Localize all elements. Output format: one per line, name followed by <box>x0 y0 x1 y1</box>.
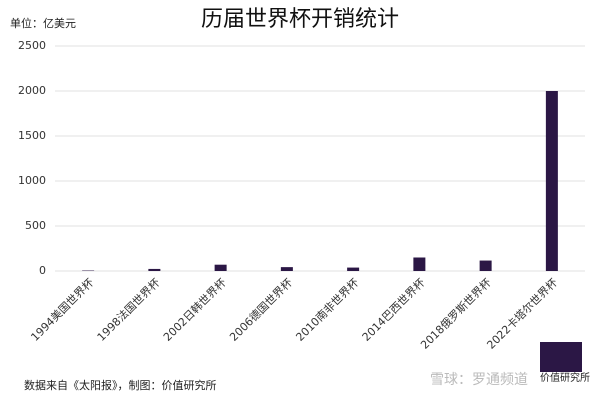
x-tick-label: 2018俄罗斯世界杯 <box>418 275 494 351</box>
unit-label: 单位：亿美元 <box>10 16 76 30</box>
bar <box>479 260 492 271</box>
bar <box>214 264 227 271</box>
y-tick-label: 2000 <box>18 84 46 97</box>
bar <box>148 268 161 271</box>
y-tick-label: 1500 <box>18 129 46 142</box>
bar <box>545 91 558 271</box>
x-tick-label: 2002日韩世界杯 <box>160 275 229 344</box>
bar <box>413 257 426 271</box>
y-tick-label: 2500 <box>18 39 46 52</box>
y-tick-label: 500 <box>25 219 46 232</box>
y-tick-label: 0 <box>39 264 46 277</box>
x-tick-label: 1994美国世界杯 <box>28 275 97 344</box>
source-note: 数据来自《太阳报》，制图：价值研究所 <box>24 378 217 392</box>
x-tick-label: 2022卡塔尔世界杯 <box>484 275 560 351</box>
y-tick-label: 1000 <box>18 174 46 187</box>
x-tick-label: 2014巴西世界杯 <box>359 275 428 344</box>
watermark: 雪球：罗通频道 <box>430 372 528 388</box>
logo-text: 价值研究所 <box>540 371 590 384</box>
x-tick-label: 2010南非世界杯 <box>293 275 362 344</box>
bar <box>347 267 360 271</box>
logo-mark <box>540 342 582 372</box>
x-tick-label: 2006德国世界杯 <box>227 275 296 344</box>
chart-title: 历届世界杯开销统计 <box>201 7 399 32</box>
x-tick-label: 1998法国世界杯 <box>94 275 163 344</box>
bar <box>280 267 293 271</box>
